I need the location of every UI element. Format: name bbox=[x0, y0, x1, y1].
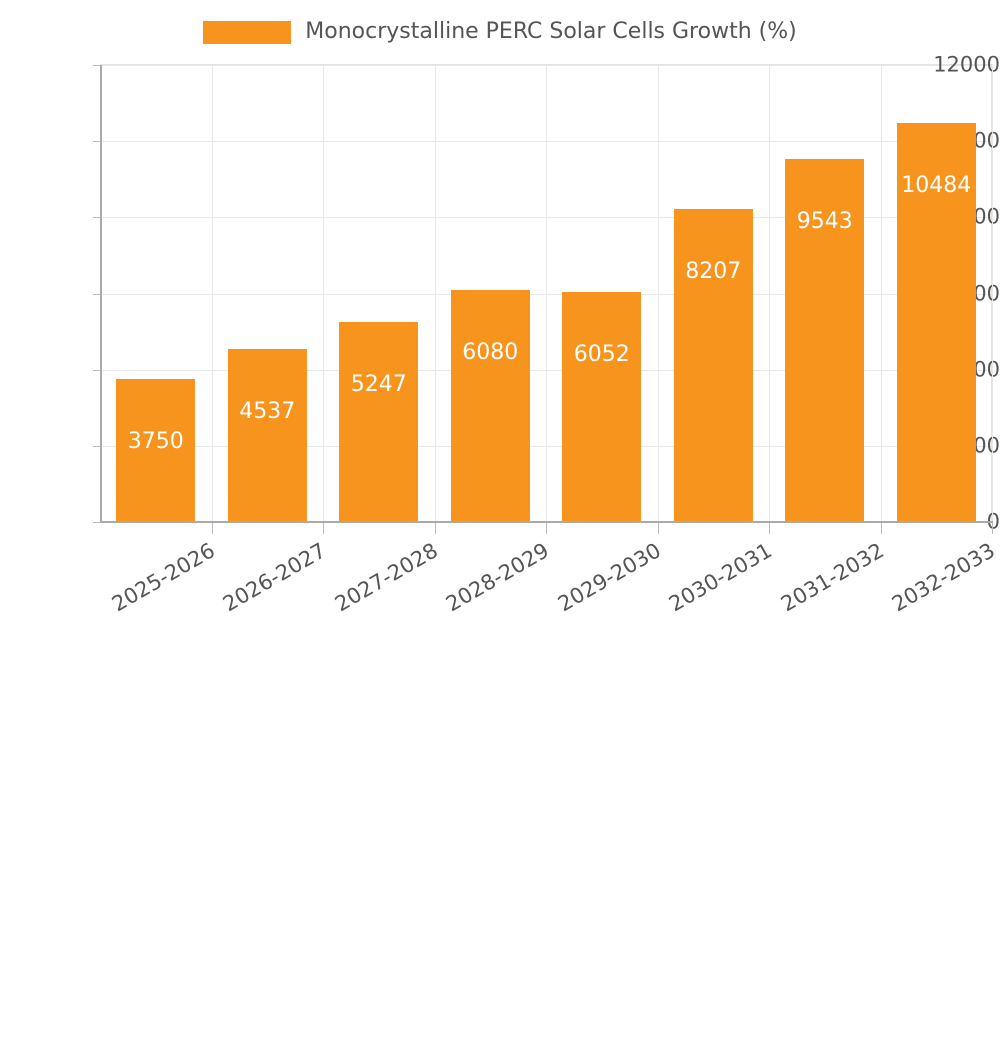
bar-value-label: 6052 bbox=[573, 341, 630, 367]
bar-value-label: 4537 bbox=[239, 399, 296, 425]
y-axis-tick-mark bbox=[93, 217, 101, 219]
gridline-vertical bbox=[658, 65, 659, 522]
bar[interactable] bbox=[339, 322, 419, 522]
bar-value-label: 9543 bbox=[796, 208, 853, 234]
y-axis-tick-mark bbox=[93, 65, 101, 66]
x-axis-tick-mark bbox=[323, 523, 324, 534]
legend-swatch-monocrystalline-perc[interactable] bbox=[203, 20, 292, 44]
x-axis-tick-mark bbox=[435, 523, 436, 534]
x-axis-tick-mark bbox=[992, 523, 993, 534]
bar[interactable] bbox=[896, 122, 976, 522]
y-axis-tick-mark bbox=[93, 141, 101, 143]
gridline-horizontal bbox=[102, 445, 992, 447]
y-axis-tick-mark bbox=[93, 445, 101, 447]
gridline-vertical bbox=[435, 65, 436, 522]
x-axis-tick-mark bbox=[658, 523, 659, 534]
bar-chart: Monocrystalline PERC Solar Cells Growth … bbox=[0, 14, 1000, 616]
x-axis-baseline bbox=[100, 521, 993, 523]
bar-value-label: 3750 bbox=[127, 429, 184, 455]
gridline-vertical bbox=[769, 65, 770, 522]
gridline-vertical bbox=[992, 65, 993, 522]
x-axis-tick-mark bbox=[212, 523, 213, 534]
x-axis-tick-mark bbox=[769, 523, 770, 534]
bar[interactable] bbox=[785, 158, 865, 522]
y-axis-tick-mark bbox=[93, 293, 101, 295]
gridline-horizontal bbox=[102, 65, 992, 66]
bar-value-label: 10484 bbox=[901, 172, 972, 198]
x-axis-tick-mark bbox=[546, 523, 547, 534]
bar[interactable] bbox=[562, 291, 642, 522]
chart-legend: Monocrystalline PERC Solar Cells Growth … bbox=[0, 14, 1000, 50]
y-axis-tick-mark bbox=[93, 369, 101, 371]
y-axis-tick-label: 12000 bbox=[933, 52, 1000, 77]
bar-value-label: 5247 bbox=[350, 372, 407, 398]
gridline-vertical bbox=[323, 65, 324, 522]
bar-value-label: 8207 bbox=[685, 259, 742, 285]
gridline-vertical bbox=[212, 65, 213, 522]
y-axis-tick-label: 0 bbox=[986, 509, 1000, 534]
gridline-horizontal bbox=[102, 293, 992, 295]
gridline-horizontal bbox=[102, 141, 992, 143]
gridline-horizontal bbox=[102, 217, 992, 219]
y-axis-tick-mark bbox=[93, 522, 101, 523]
x-axis-tick-label: 2025-2026 bbox=[107, 538, 219, 617]
y-axis-spine bbox=[100, 65, 994, 522]
bar[interactable] bbox=[227, 349, 307, 522]
x-axis-tick-label: 2032-2033 bbox=[887, 538, 999, 617]
bar[interactable] bbox=[116, 379, 196, 522]
bar[interactable] bbox=[450, 290, 530, 522]
legend-label-monocrystalline-perc: Monocrystalline PERC Solar Cells Growth … bbox=[305, 19, 797, 44]
bar-value-label: 6080 bbox=[462, 340, 519, 366]
x-axis-tick-mark bbox=[881, 523, 882, 534]
gridline-vertical bbox=[546, 65, 547, 522]
gridline-vertical bbox=[881, 65, 882, 522]
gridline-horizontal bbox=[102, 369, 992, 371]
bar[interactable] bbox=[673, 209, 753, 522]
